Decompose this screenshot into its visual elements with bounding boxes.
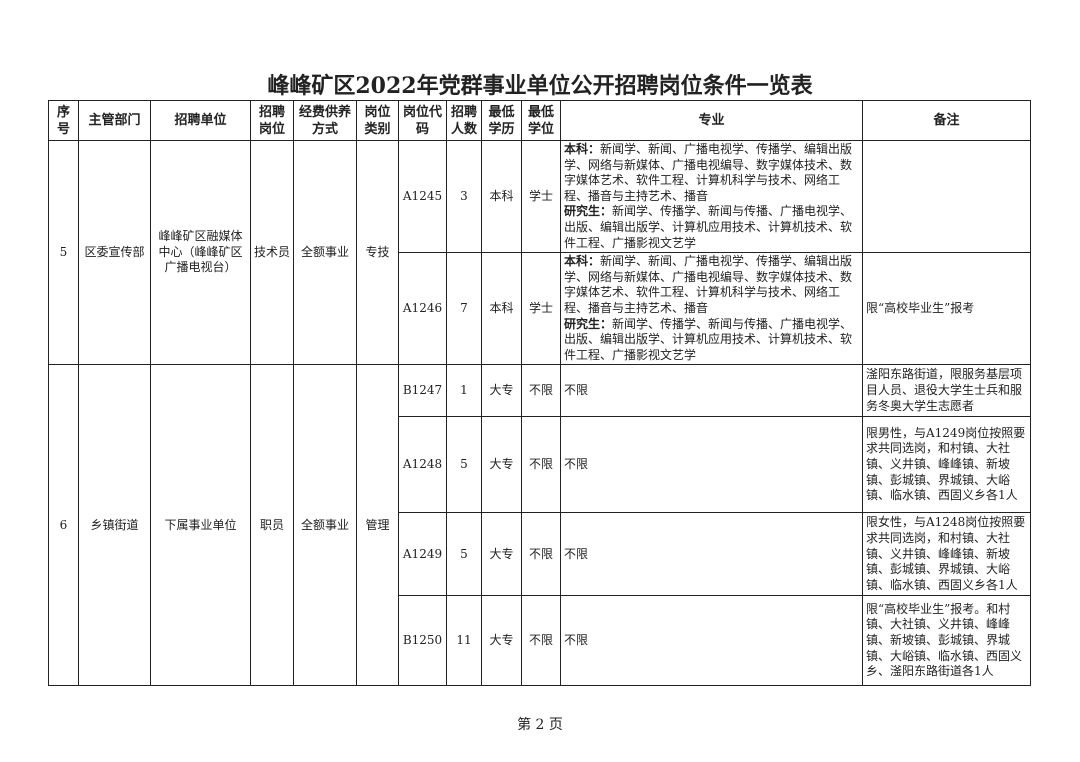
count-cell: 7 [446,252,482,366]
major-cell: 本科：新闻学、新闻、广播电视学、传播学、编辑出版学、网络与新媒体、广播电视编导、… [560,139,863,254]
edu-cell: 大专 [481,416,522,514]
degree-cell: 不限 [521,416,561,514]
header-cell: 岗位类别 [356,100,399,141]
count-cell: 3 [446,139,482,254]
count-cell: 5 [446,512,482,597]
degree-cell: 不限 [521,364,561,418]
header-cell: 招聘岗位 [250,100,294,141]
header-cell: 专业 [560,100,863,141]
major-text: 新闻学、新闻、广播电视学、传播学、编辑出版学、网络与新媒体、广播电视编导、数字媒… [564,142,853,203]
code-cell: A1245 [398,139,447,254]
page-title: 峰峰矿区2022年党群事业单位公开招聘岗位条件一览表 [267,73,813,99]
major-cell: 不限 [560,364,863,418]
degree-cell: 学士 [521,139,561,254]
funding-cell: 全额事业 [293,364,357,687]
note-cell: 限“高校毕业生”报考。和村镇、大社镇、义井镇、峰峰镇、新坡镇、彭城镇、界城镇、大… [862,595,1031,687]
table-row: A1249 5 大专 不限 不限 限女性，与A1248岗位按照要求共同选岗，和村… [49,512,1031,597]
header-cell: 招聘单位 [150,100,251,141]
dept-cell: 区委宣传部 [78,139,151,366]
degree-cell: 学士 [521,252,561,366]
table-row: B1250 11 大专 不限 不限 限“高校毕业生”报考。和村镇、大社镇、义井镇… [49,595,1031,687]
major-label: 本科： [564,142,601,156]
note-cell: 限“高校毕业生”报考 [862,252,1031,366]
code-cell: A1248 [398,416,447,514]
dept-cell: 乡镇街道 [78,364,151,687]
post-cell: 职员 [250,364,294,687]
table-row: 6 乡镇街道 下属事业单位 职员 全额事业 管理 B1247 1 大专 不限 不… [48,364,1031,687]
major-cell: 本科：新闻学、新闻、广播电视学、传播学、编辑出版学、网络与新媒体、广播电视编导、… [560,252,863,366]
edu-cell: 大专 [481,512,522,597]
major-text: 新闻学、新闻、广播电视学、传播学、编辑出版学、网络与新媒体、广播电视编导、数字媒… [564,254,853,315]
major-cell: 不限 [560,416,863,514]
header-cell: 最低学历 [481,100,522,141]
post-cell: 技术员 [250,139,294,366]
unit-cell: 峰峰矿区融媒体中心（峰峰矿区广播电视台） [150,139,251,366]
code-cell: B1247 [398,364,447,418]
count-cell: 1 [446,364,482,418]
no-cell: 6 [48,364,79,687]
header-cell: 备注 [862,100,1031,141]
header-row: 序号 主管部门 招聘单位 招聘岗位 经费供养方式 岗位类别 岗位代码 招聘人数 … [48,100,1031,141]
category-cell: 管理 [356,364,399,687]
major-label: 研究生： [564,316,613,331]
header-cell: 岗位代码 [398,100,447,141]
header-cell: 招聘人数 [446,100,482,141]
edu-cell: 大专 [481,364,522,418]
edu-cell: 本科 [481,252,522,366]
header-cell: 序号 [48,100,79,141]
header-cell: 最低学位 [521,100,561,141]
note-cell: 限女性，与A1248岗位按照要求共同选岗，和村镇、大社镇、义井镇、峰峰镇、新坡镇… [862,512,1031,597]
note-cell [862,139,1031,254]
degree-cell: 不限 [521,595,561,687]
code-cell: A1249 [398,512,447,597]
category-cell: 专技 [356,139,399,366]
major-text: 新闻学、传播学、新闻与传播、广播电视学、出版、编辑出版学、计算机应用技术、计算机… [564,316,853,362]
major-label: 研究生： [564,204,613,219]
degree-cell: 不限 [521,512,561,597]
page-number: 第 2 页 [517,717,563,733]
unit-cell: 下属事业单位 [150,364,251,687]
note-cell: 限男性，与A1249岗位按照要求共同选岗，和村镇、大社镇、义井镇、峰峰镇、新坡镇… [862,416,1031,514]
edu-cell: 大专 [481,595,522,687]
positions-table: 序号 主管部门 招聘单位 招聘岗位 经费供养方式 岗位类别 岗位代码 招聘人数 … [48,100,1031,687]
table-row: A1248 5 大专 不限 不限 限男性，与A1249岗位按照要求共同选岗，和村… [49,416,1031,514]
table-row: 5 区委宣传部 峰峰矿区融媒体中心（峰峰矿区广播电视台） 技术员 全额事业 专技… [48,139,1031,366]
table-row: A1246 7 本科 学士 本科：新闻学、新闻、广播电视学、传播学、编辑出版学、… [49,252,1031,366]
count-cell: 5 [446,416,482,514]
code-cell: B1250 [398,595,447,687]
header-cell: 经费供养方式 [293,100,357,141]
major-text: 新闻学、传播学、新闻与传播、广播电视学、出版、编辑出版学、计算机应用技术、计算机… [564,204,853,250]
no-cell: 5 [48,139,79,366]
header-cell: 主管部门 [78,100,151,141]
note-cell: 滏阳东路街道，限服务基层项目人员、退役大学生士兵和服务冬奥大学生志愿者 [862,364,1031,418]
major-cell: 不限 [560,595,863,687]
edu-cell: 本科 [481,139,522,254]
code-cell: A1246 [398,252,447,366]
major-label: 本科： [564,254,601,269]
major-cell: 不限 [560,512,863,597]
count-cell: 11 [446,595,482,687]
funding-cell: 全额事业 [293,139,357,366]
